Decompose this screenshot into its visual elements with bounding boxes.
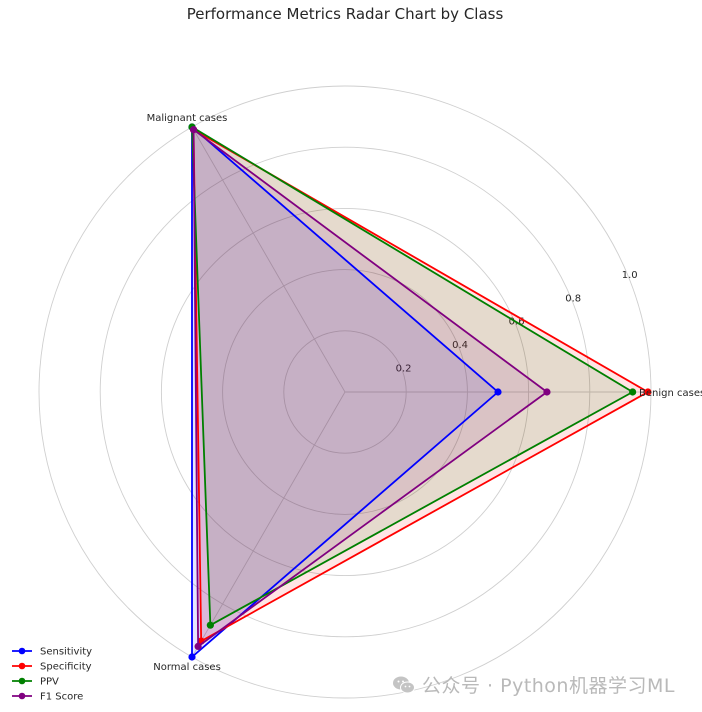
series-line-1 <box>192 128 649 643</box>
r-tick-label-3: 0.8 <box>565 293 581 304</box>
series-layer <box>188 123 652 661</box>
legend: Sensitivity Specificity PPV F1 Score <box>12 647 92 703</box>
r-tick-label-4: 1.0 <box>622 270 638 281</box>
series-point-2-0 <box>629 388 637 396</box>
series-line-2 <box>191 126 634 627</box>
grid-spoke-2 <box>191 391 346 658</box>
series-point-2-2 <box>206 621 214 629</box>
legend-label-0: Sensitivity <box>40 647 92 658</box>
watermark-text: 公众号 · Python机器学习ML <box>422 675 675 697</box>
category-label-2: Normal cases <box>153 662 221 673</box>
wechat-icon <box>392 675 416 695</box>
series-fill-0 <box>192 126 498 658</box>
chart-title: Performance Metrics Radar Chart by Class <box>187 5 504 23</box>
series-point-1-0 <box>644 388 652 396</box>
axis-labels: Benign cases Malignant cases Normal cases <box>147 113 702 673</box>
r-tick-label-1: 0.4 <box>452 340 468 351</box>
legend-label-3: F1 Score <box>40 692 83 703</box>
grid-spoke-1 <box>191 126 346 393</box>
series-fill-2 <box>192 126 633 626</box>
legend-marker-1 <box>18 662 26 670</box>
series-line-3 <box>192 128 548 648</box>
series-fill-1 <box>193 129 648 642</box>
series-point-0-0 <box>494 388 502 396</box>
legend-label-2: PPV <box>40 677 59 688</box>
series-point-3-0 <box>543 388 551 396</box>
series-point-0-2 <box>188 653 196 661</box>
series-point-3-1 <box>189 126 198 134</box>
legend-marker-2 <box>18 677 26 685</box>
series-fill-3 <box>193 129 547 647</box>
radial-grid: 0.20.40.60.81.0 <box>38 85 652 699</box>
series-line-0 <box>191 126 499 658</box>
category-label-1: Malignant cases <box>147 113 228 124</box>
category-label-0: Benign cases <box>639 388 702 399</box>
legend-label-1: Specificity <box>40 662 92 673</box>
r-tick-label-0: 0.2 <box>396 364 412 375</box>
legend-marker-3 <box>18 692 26 700</box>
legend-marker-0 <box>18 647 26 655</box>
series-point-3-2 <box>194 642 202 651</box>
watermark: 公众号 · Python机器学习ML <box>392 671 675 698</box>
